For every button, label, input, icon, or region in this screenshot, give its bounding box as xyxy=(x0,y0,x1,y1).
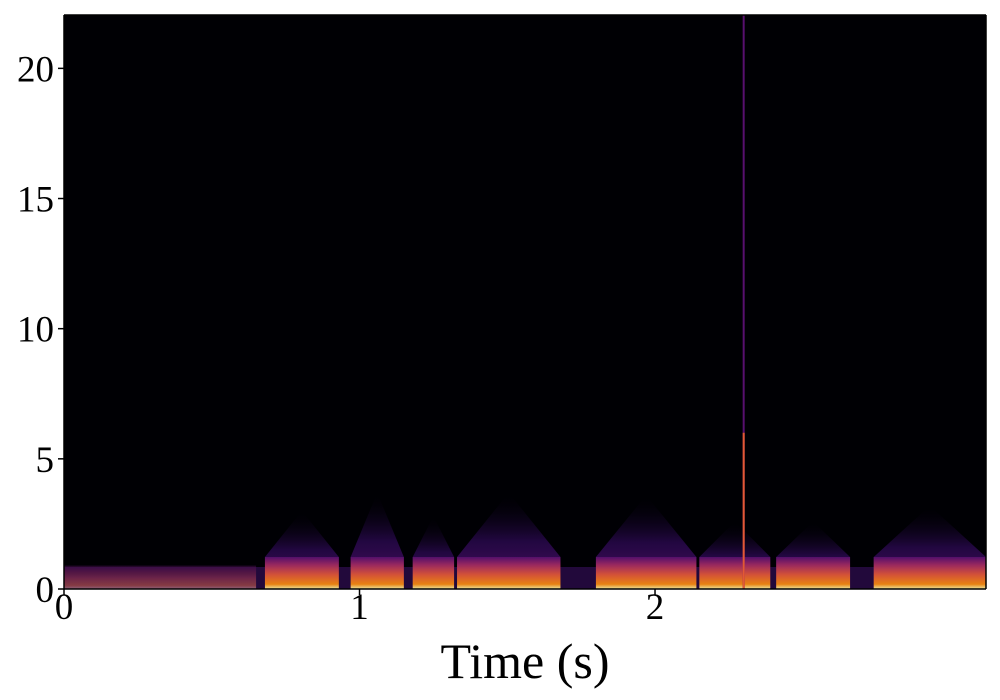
burst-body xyxy=(457,557,561,589)
burst-body xyxy=(412,557,455,589)
x-tick-label: 0 xyxy=(55,587,74,628)
burst-body xyxy=(64,565,257,589)
burst-body xyxy=(873,557,986,589)
burst-body xyxy=(595,557,697,589)
y-tick-label: 0 xyxy=(36,570,55,611)
burst-body xyxy=(264,557,339,589)
x-tick-label: 2 xyxy=(646,587,665,628)
x-axis-label: Time (s) xyxy=(440,633,609,689)
y-tick-label: 5 xyxy=(36,440,55,481)
y-tick-label: 15 xyxy=(17,180,54,221)
x-tick-label: 1 xyxy=(350,587,369,628)
y-tick-label: 20 xyxy=(17,49,54,90)
burst-body xyxy=(350,557,404,589)
burst-body xyxy=(699,557,771,589)
spectrogram xyxy=(64,15,986,589)
burst-body xyxy=(776,557,851,589)
y-tick-label: 10 xyxy=(17,310,54,351)
plot-area xyxy=(64,15,986,589)
